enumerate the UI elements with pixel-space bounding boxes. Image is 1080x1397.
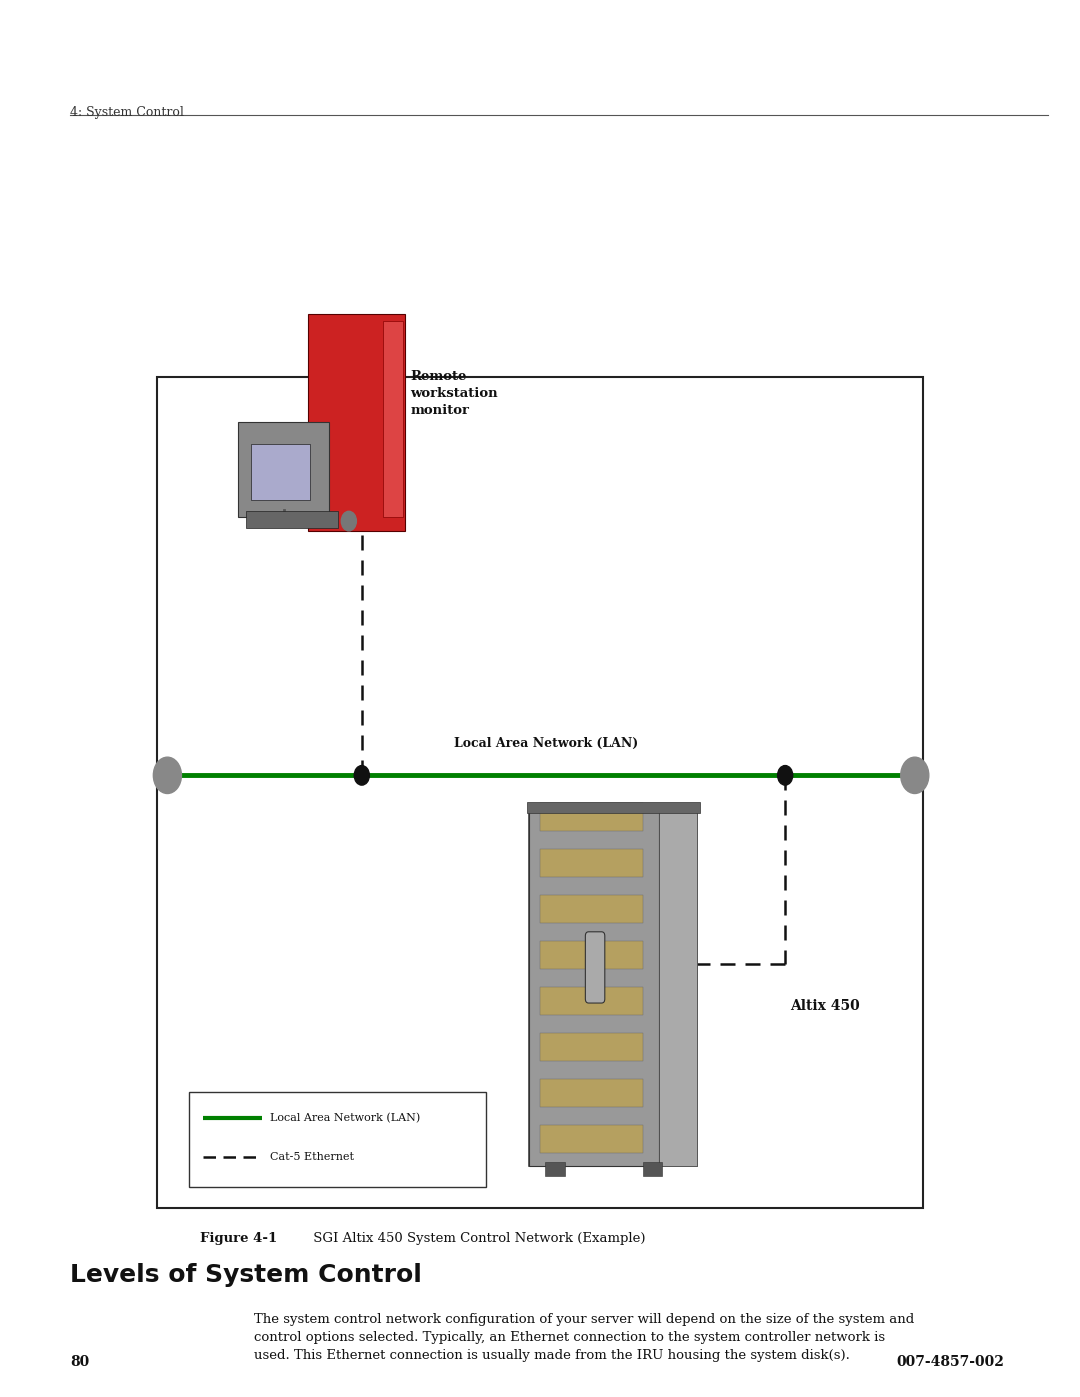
FancyBboxPatch shape: [238, 422, 329, 517]
Circle shape: [341, 511, 356, 531]
FancyBboxPatch shape: [540, 1125, 643, 1153]
FancyBboxPatch shape: [157, 377, 923, 1208]
FancyBboxPatch shape: [540, 986, 643, 1014]
FancyBboxPatch shape: [527, 802, 700, 813]
Text: Local Area Network (LAN): Local Area Network (LAN): [454, 738, 638, 750]
Text: 007-4857-002: 007-4857-002: [896, 1355, 1004, 1369]
FancyBboxPatch shape: [189, 1092, 486, 1187]
FancyBboxPatch shape: [545, 1162, 565, 1176]
Text: 4: System Control: 4: System Control: [70, 106, 184, 119]
FancyBboxPatch shape: [308, 314, 405, 531]
Text: 80: 80: [70, 1355, 90, 1369]
FancyBboxPatch shape: [540, 1032, 643, 1060]
FancyBboxPatch shape: [585, 932, 605, 1003]
FancyBboxPatch shape: [659, 810, 697, 1166]
Text: Levels of System Control: Levels of System Control: [70, 1263, 422, 1287]
Circle shape: [778, 766, 793, 785]
FancyBboxPatch shape: [529, 810, 697, 1166]
FancyBboxPatch shape: [540, 803, 643, 831]
Text: SGI Altix 450 System Control Network (Example): SGI Altix 450 System Control Network (Ex…: [292, 1232, 645, 1245]
FancyBboxPatch shape: [540, 849, 643, 877]
Circle shape: [901, 757, 929, 793]
Circle shape: [153, 757, 181, 793]
FancyBboxPatch shape: [383, 321, 403, 517]
FancyBboxPatch shape: [643, 1162, 662, 1176]
FancyBboxPatch shape: [540, 942, 643, 970]
FancyBboxPatch shape: [246, 511, 338, 528]
Text: Remote
workstation
monitor: Remote workstation monitor: [410, 370, 498, 418]
Text: Cat-5 Ethernet: Cat-5 Ethernet: [270, 1151, 354, 1162]
FancyBboxPatch shape: [540, 895, 643, 923]
FancyBboxPatch shape: [251, 444, 310, 500]
FancyBboxPatch shape: [529, 810, 659, 1166]
Text: Local Area Network (LAN): Local Area Network (LAN): [270, 1112, 420, 1123]
FancyBboxPatch shape: [540, 1078, 643, 1106]
Circle shape: [354, 766, 369, 785]
Text: Altix 450: Altix 450: [791, 999, 861, 1013]
Text: The system control network configuration of your server will depend on the size : The system control network configuration…: [254, 1313, 914, 1362]
Text: Figure 4-1: Figure 4-1: [200, 1232, 278, 1245]
